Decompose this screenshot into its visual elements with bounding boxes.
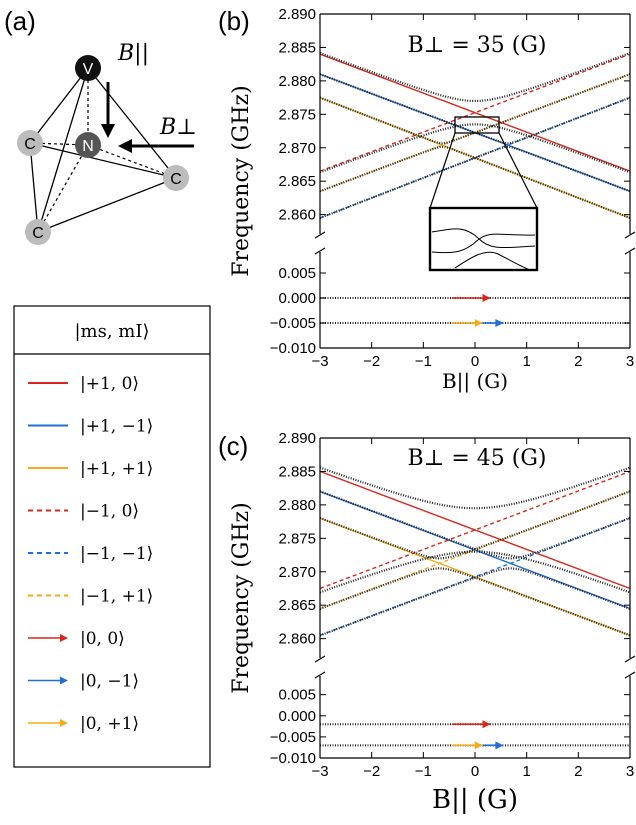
xtick-label-b-1: −2 xyxy=(363,353,380,370)
xtick-label-b-6: 3 xyxy=(626,353,634,370)
atom-label-c1: C xyxy=(24,136,36,153)
ytick-label-upper-c-5: 2.885 xyxy=(278,463,316,480)
legend-header: |ms, mI⟩ xyxy=(74,321,149,342)
zero-level-arrow-icon-c-0 xyxy=(483,720,491,728)
y-axis-label-b: Frequency (GHz) xyxy=(229,85,254,277)
zero-level-arrow-icon-b-2 xyxy=(475,319,483,327)
ytick-label-lower-b-1: −0.005 xyxy=(270,315,316,332)
ytick-label-lower-b-0: −0.010 xyxy=(270,340,316,357)
xtick-label-b-3: 0 xyxy=(471,353,479,370)
ytick-label-lower-b-3: 0.005 xyxy=(278,265,316,282)
eigen-curve-lower-c-0 xyxy=(320,552,630,593)
x-axis-label-c: B|| (G) xyxy=(432,785,518,815)
annotation-bperp-c: B⊥ = 45 (G) xyxy=(407,446,546,471)
atom-label-c3: C xyxy=(32,225,44,242)
xtick-label-c-2: −1 xyxy=(415,763,432,780)
eigen-curve-upper-c-0 xyxy=(320,468,630,509)
nv-center-diagram: V N C C C B|| B⊥ xyxy=(17,41,197,245)
zero-level-arrow-icon-c-1 xyxy=(495,741,503,749)
xtick-label-c-6: 3 xyxy=(626,763,634,780)
legend-label-8: |0, +1⟩ xyxy=(80,714,139,734)
plot-panel-b: 2.860 2.865 2.870 2.875 2.880 2.885 2.890 −0.01… xyxy=(229,6,635,394)
b-perp-label: B⊥ xyxy=(159,115,197,140)
ytick-label-lower-c-1: −0.005 xyxy=(270,729,316,746)
xtick-label-c-0: −3 xyxy=(311,763,328,780)
xtick-label-b-0: −3 xyxy=(311,353,328,370)
y-axis-label-c: Frequency (GHz) xyxy=(229,502,254,694)
panel-label-c: (c) xyxy=(218,431,248,461)
ytick-label-upper-b-1: 2.865 xyxy=(278,173,316,190)
eigen-curve-upper-b-0 xyxy=(320,53,630,101)
atom-label-v: V xyxy=(83,61,94,78)
ytick-label-upper-b-2: 2.870 xyxy=(278,140,316,157)
legend-label-2: |+1, +1⟩ xyxy=(80,459,153,479)
legend: |ms, mI⟩ |+1, 0⟩ |+1, −1⟩ |+1, +1⟩ |−1, 0⟩ |… xyxy=(14,306,210,767)
legend-label-0: |+1, 0⟩ xyxy=(80,374,139,394)
zoom-connector-right xyxy=(499,133,537,208)
b-parallel-label: B|| xyxy=(117,41,149,66)
plot-panel-c: 2.860 2.865 2.870 2.875 2.880 2.885 2.890 −0.01… xyxy=(229,430,635,815)
atom-label-c2: C xyxy=(170,171,182,188)
legend-label-5: |−1, +1⟩ xyxy=(80,587,153,607)
ytick-label-upper-c-3: 2.875 xyxy=(278,530,316,547)
legend-label-1: |+1, −1⟩ xyxy=(80,417,153,437)
ytick-label-lower-c-2: 0.000 xyxy=(278,708,316,725)
b-perp-arrow-icon xyxy=(118,139,132,153)
ytick-label-upper-b-5: 2.885 xyxy=(278,39,316,56)
zoom-inset xyxy=(430,208,537,270)
panel-label-b: (b) xyxy=(218,6,250,36)
ytick-label-upper-b-0: 2.860 xyxy=(278,207,316,224)
ytick-label-lower-c-3: 0.005 xyxy=(278,687,316,704)
eigen-curve-upper-c-1 xyxy=(320,491,630,558)
x-axis-label-b: B|| (G) xyxy=(442,369,508,394)
eigen-curve-lower-c-1 xyxy=(320,568,630,635)
xtick-label-c-1: −2 xyxy=(363,763,380,780)
legend-label-4: |−1, −1⟩ xyxy=(80,544,153,564)
xtick-label-b-5: 2 xyxy=(574,353,582,370)
legend-label-3: |−1, 0⟩ xyxy=(80,502,139,522)
ytick-label-upper-b-4: 2.880 xyxy=(278,73,316,90)
xtick-label-c-5: 2 xyxy=(574,763,582,780)
xtick-label-c-3: 0 xyxy=(471,763,479,780)
panel-label-a: (a) xyxy=(4,6,36,36)
zero-level-arrow-icon-c-2 xyxy=(475,741,483,749)
series-group-c xyxy=(320,468,630,636)
ytick-label-upper-b-6: 2.890 xyxy=(278,6,316,23)
legend-label-7: |0, −1⟩ xyxy=(80,672,139,692)
xtick-label-b-2: −1 xyxy=(415,353,432,370)
ytick-label-upper-c-6: 2.890 xyxy=(278,430,316,447)
zero-level-arrow-icon-b-1 xyxy=(495,319,503,327)
ytick-label-upper-c-4: 2.880 xyxy=(278,497,316,514)
annotation-bperp-b: B⊥ = 35 (G) xyxy=(407,33,546,58)
legend-label-6: |0, 0⟩ xyxy=(80,629,125,649)
atom-label-n: N xyxy=(82,138,94,155)
zero-level-arrow-icon-b-0 xyxy=(483,294,491,302)
ytick-label-upper-c-0: 2.860 xyxy=(278,631,316,648)
ytick-label-lower-b-2: 0.000 xyxy=(278,290,316,307)
ytick-label-upper-c-2: 2.870 xyxy=(278,564,316,581)
ytick-label-upper-c-1: 2.865 xyxy=(278,597,316,614)
ytick-label-lower-c-0: −0.010 xyxy=(270,750,316,767)
xtick-label-b-4: 1 xyxy=(522,353,530,370)
b-parallel-arrow-icon xyxy=(101,124,115,138)
ytick-label-upper-b-3: 2.875 xyxy=(278,106,316,123)
series-group-b xyxy=(320,53,630,218)
xtick-label-c-4: 1 xyxy=(522,763,530,780)
